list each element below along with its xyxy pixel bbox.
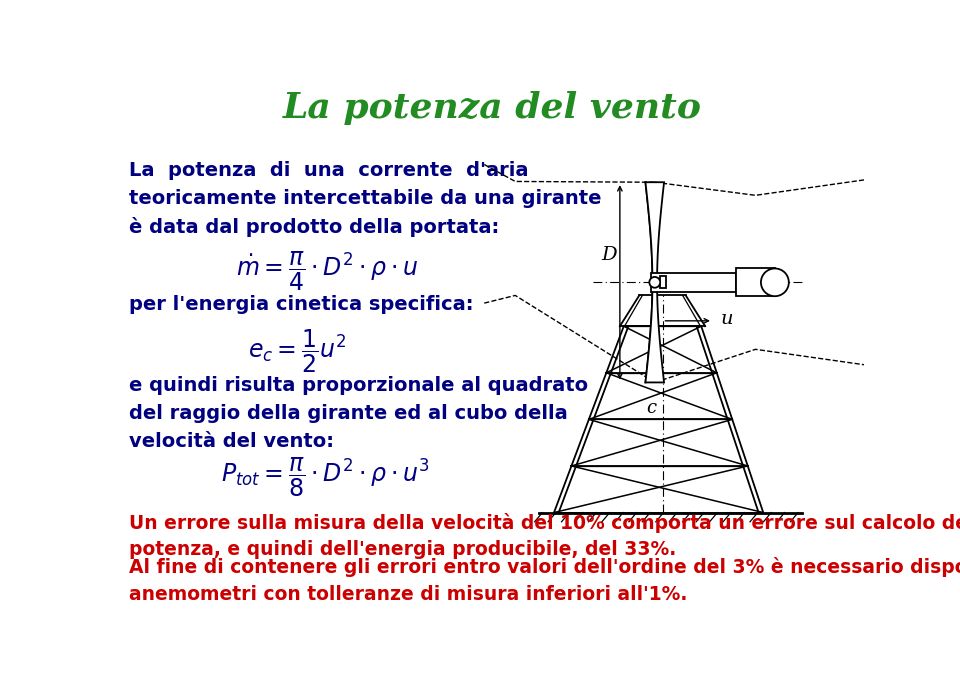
Circle shape [761,268,789,296]
Text: Al fine di contenere gli errori entro valori dell'ordine del 3% è necessario dis: Al fine di contenere gli errori entro va… [130,557,960,603]
Bar [736,268,775,296]
Text: D: D [601,246,617,264]
Text: $e_c=\dfrac{1}{2}u^2$: $e_c=\dfrac{1}{2}u^2$ [248,327,347,375]
Text: La potenza del vento: La potenza del vento [282,92,702,125]
Text: La  potenza  di  una  corrente  d'aria
teoricamente intercettabile da una girant: La potenza di una corrente d'aria teoric… [130,161,602,237]
Bar [660,276,666,289]
Text: Un errore sulla misura della velocità del 10% comporta un errore sul calcolo del: Un errore sulla misura della velocità de… [130,513,960,559]
Text: per l'energia cinetica specifica:: per l'energia cinetica specifica: [130,296,474,315]
Text: c: c [646,399,656,418]
Text: e quindi risulta proporzionale al quadrato
del raggio della girante ed al cubo d: e quindi risulta proporzionale al quadra… [130,376,588,452]
Bar [651,273,736,292]
Text: u: u [721,311,733,328]
Text: $P_{tot}=\dfrac{\pi}{8}\cdot D^2\cdot\rho\cdot u^3$: $P_{tot}=\dfrac{\pi}{8}\cdot D^2\cdot\rh… [221,456,429,499]
Text: $\dot{m}=\dfrac{\pi}{4}\cdot D^2\cdot\rho\cdot u$: $\dot{m}=\dfrac{\pi}{4}\cdot D^2\cdot\rh… [236,250,419,293]
Circle shape [649,277,660,287]
Polygon shape [645,182,664,382]
